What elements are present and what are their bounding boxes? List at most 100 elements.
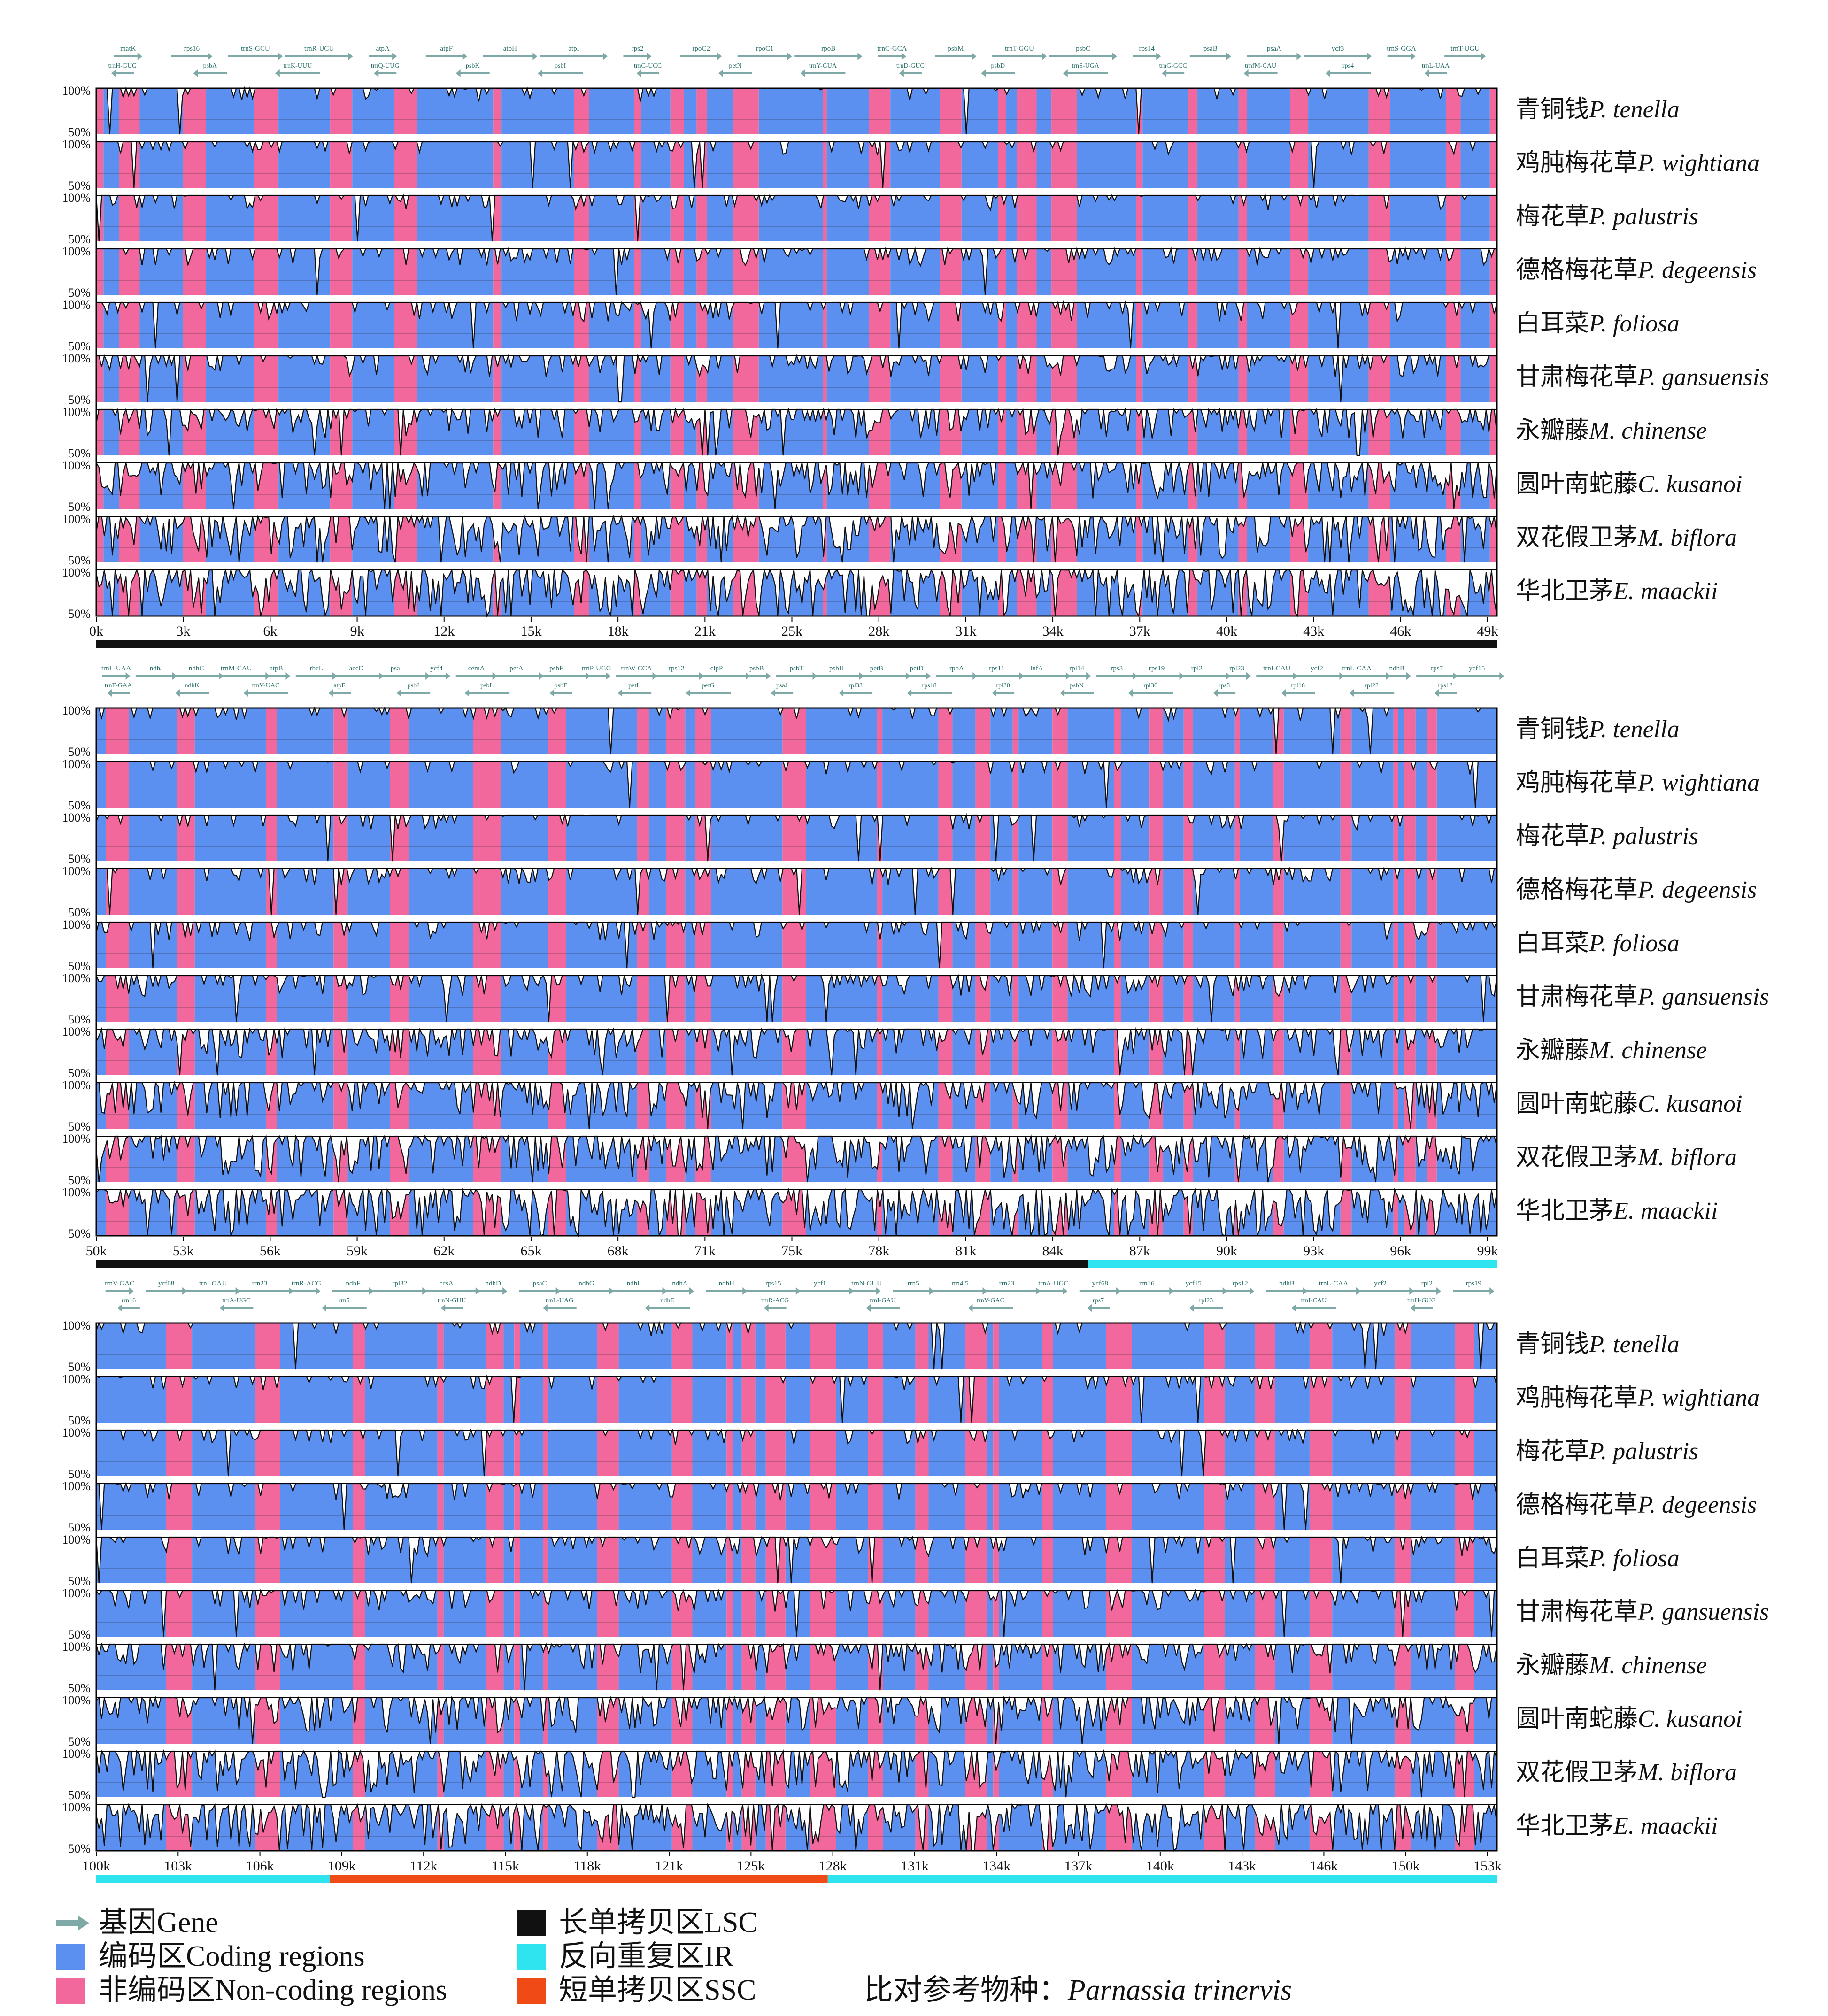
noncoding-region <box>726 1323 733 1369</box>
coding-region <box>999 1323 1042 1369</box>
coding-region <box>836 1430 868 1476</box>
coding-region <box>192 1805 255 1851</box>
noncoding-region <box>183 88 206 134</box>
gene-arrow <box>295 672 337 680</box>
gene-arrow <box>764 1304 787 1312</box>
noncoding-region <box>1188 142 1198 188</box>
noncoding-region <box>869 356 891 402</box>
coding-region <box>806 922 877 968</box>
identity-gap <box>96 1136 1497 1182</box>
gene-arrow <box>1289 672 1344 680</box>
gene-label-bottom: rpl33 <box>848 682 863 689</box>
y-tick-label-50: 50% <box>68 179 91 192</box>
noncoding-region <box>1051 142 1077 188</box>
gene-label-bottom: trnfM-CAU <box>1245 62 1276 69</box>
coding-region <box>503 1698 515 1744</box>
noncoding-region <box>637 708 649 754</box>
coding-region <box>277 922 334 968</box>
gene-arrow <box>1416 672 1458 680</box>
gene-arrow <box>1128 689 1173 697</box>
noncoding-region <box>255 1537 280 1583</box>
gene-arrow <box>771 689 794 697</box>
gene-arrow <box>794 53 863 60</box>
gene-label-top: psbH <box>829 665 844 672</box>
coding-region <box>96 815 106 861</box>
noncoding-region <box>637 762 649 808</box>
noncoding-region <box>940 142 962 188</box>
y-tick-label-50: 50% <box>68 1521 91 1534</box>
noncoding-region <box>1427 922 1437 968</box>
gene-arrow <box>1412 1287 1441 1295</box>
species-latin-name: P. foliosa <box>1589 1545 1680 1572</box>
noncoding-region <box>1446 88 1461 134</box>
species-row: 100% 50% 华北卫茅E. maackii <box>62 1185 1718 1240</box>
noncoding-region <box>1455 1323 1474 1369</box>
noncoding-region <box>1489 195 1497 241</box>
coding-region <box>365 1698 438 1744</box>
region-bar-ssc <box>330 1875 828 1883</box>
noncoding-region <box>353 1537 365 1583</box>
coding-region <box>890 195 940 241</box>
gene-label-top: trnP-UGG <box>582 665 611 672</box>
noncoding-region <box>810 1537 836 1583</box>
species-latin-name: P. wightiana <box>1637 1385 1759 1411</box>
species-label: 青铜钱P. tenella <box>1516 1331 1680 1358</box>
coding-region <box>1351 762 1394 808</box>
gene-arrow <box>193 69 227 77</box>
species-cn-name: 甘肃梅花草 <box>1516 1599 1638 1625</box>
coding-region <box>836 1698 868 1744</box>
coding-region <box>883 1537 916 1583</box>
gene-arrow <box>582 672 611 680</box>
species-row: 100% 50% 德格梅花草P. degeensis <box>62 245 1757 300</box>
noncoding-region <box>1204 1323 1225 1369</box>
coding-region <box>711 708 783 754</box>
coding-region <box>755 1484 766 1530</box>
noncoding-region <box>1340 815 1352 861</box>
noncoding-region <box>938 762 953 808</box>
species-row: 100% 50% 华北卫茅E. maackii <box>62 1801 1718 1855</box>
species-row: 100% 50% 圆叶南蛇藤C. kusanoi <box>62 459 1742 514</box>
coding-region <box>520 1430 543 1476</box>
noncoding-region <box>473 762 501 808</box>
noncoding-region <box>543 1537 548 1583</box>
noncoding-region <box>670 516 684 562</box>
coding-region <box>277 976 334 1022</box>
gene-arrow <box>226 1287 294 1295</box>
gene-arrow <box>1189 53 1231 60</box>
gene-arrow <box>1087 1304 1110 1312</box>
noncoding-region <box>1455 1377 1474 1423</box>
coding-region <box>192 1644 255 1690</box>
y-tick-label-50: 50% <box>68 554 91 567</box>
species-cn-name: 华北卫茅 <box>1516 1198 1613 1224</box>
species-label: 甘肃梅花草P. gansuensis <box>1516 1599 1769 1625</box>
gene-arrow <box>1256 672 1298 680</box>
coding-region <box>1067 869 1114 915</box>
noncoding-region <box>473 815 501 861</box>
x-tick-label: 71k <box>694 1243 716 1259</box>
coding-region <box>548 1644 597 1690</box>
noncoding-region <box>823 249 827 295</box>
coding-region <box>365 1377 438 1423</box>
noncoding-region <box>353 1323 365 1369</box>
coding-region <box>566 869 637 915</box>
species-latin-name: C. kusanoi <box>1638 1706 1742 1732</box>
coding-region <box>1240 869 1273 915</box>
legend-ir-label: 反向重复区IR <box>559 1940 734 1972</box>
noncoding-region <box>733 142 759 188</box>
coding-region <box>928 1537 965 1583</box>
x-tick-label: 137k <box>1064 1858 1093 1874</box>
noncoding-region <box>695 762 711 808</box>
gene-label-top: ndhB <box>1389 665 1405 672</box>
coding-region <box>280 1751 353 1797</box>
coding-region <box>707 142 733 188</box>
species-latin-name: P. tenella <box>1589 716 1680 743</box>
noncoding-region <box>975 762 991 808</box>
species-label: 永瓣藤M. chinense <box>1516 417 1707 444</box>
noncoding-region <box>394 142 417 188</box>
y-tick-label-100: 100% <box>62 84 91 98</box>
species-label: 白耳菜P. foliosa <box>1516 930 1680 957</box>
gene-label-top: rps15 <box>765 1280 781 1287</box>
coding-region <box>1460 195 1490 241</box>
gene-arrow <box>616 672 657 680</box>
